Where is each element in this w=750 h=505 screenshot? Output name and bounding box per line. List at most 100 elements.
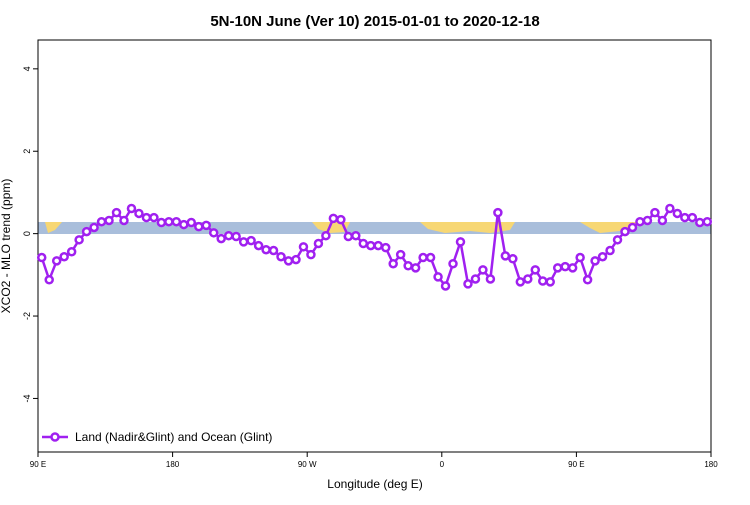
data-point — [201, 220, 211, 231]
data-point — [89, 222, 99, 233]
data-point — [702, 216, 713, 227]
data-point — [343, 231, 354, 242]
data-point — [650, 207, 660, 218]
data-point — [66, 247, 77, 257]
data-point — [425, 252, 436, 263]
data-point — [156, 217, 167, 228]
x-tick-label: 180 — [166, 460, 180, 469]
data-point — [418, 252, 428, 263]
data-point — [194, 221, 204, 232]
data-point — [59, 251, 69, 262]
y-tick-label: -2 — [22, 312, 32, 320]
data-point — [380, 242, 391, 253]
data-point — [590, 256, 600, 266]
data-point — [306, 249, 316, 260]
data-point — [246, 235, 256, 246]
data-point — [208, 228, 219, 238]
data-point — [313, 238, 324, 249]
data-point — [36, 252, 47, 263]
data-point — [500, 251, 511, 261]
data-point — [410, 263, 421, 273]
data-point — [373, 240, 383, 251]
data-point — [336, 214, 346, 225]
data-point — [575, 252, 585, 263]
y-tick-label: 2 — [22, 149, 32, 154]
y-tick-label: 4 — [22, 66, 32, 71]
data-point — [635, 216, 645, 227]
data-point — [612, 235, 623, 245]
data-point — [508, 254, 518, 264]
data-point — [605, 245, 615, 256]
data-point — [291, 254, 301, 265]
data-point — [351, 230, 361, 241]
data-point — [51, 256, 62, 266]
data-point — [403, 261, 413, 271]
data-point — [582, 275, 593, 285]
data-point — [141, 212, 152, 223]
data-point — [358, 238, 369, 249]
data-point — [216, 233, 226, 244]
y-tick-label: -4 — [22, 394, 32, 402]
chart-title: 5N-10N June (Ver 10) 2015-01-01 to 2020-… — [210, 13, 539, 30]
x-tick-label: 90 E — [30, 460, 46, 469]
data-point — [695, 217, 705, 228]
data-point — [126, 203, 137, 214]
plot-frame — [37, 39, 712, 453]
band-patch — [312, 222, 350, 233]
data-point — [485, 274, 496, 284]
data-point — [395, 249, 406, 260]
data-point — [478, 265, 488, 275]
data-point — [253, 240, 264, 251]
data-point — [552, 263, 563, 273]
x-axis-label: Longitude (deg E) — [327, 477, 422, 491]
data-point — [261, 244, 271, 255]
data-point — [171, 216, 182, 227]
data-point — [298, 242, 309, 252]
data-point — [627, 222, 638, 233]
data-point — [455, 237, 466, 247]
data-point — [149, 212, 159, 223]
data-point — [620, 226, 630, 237]
data-point — [186, 217, 197, 228]
data-point — [665, 203, 675, 214]
legend-marker — [50, 432, 60, 442]
data-point — [433, 272, 443, 282]
data-point — [111, 207, 122, 218]
y-axis-label: XCO2 - MLO trend (ppm) — [0, 179, 13, 314]
data-point — [321, 230, 331, 241]
data-point — [680, 212, 690, 223]
data-point — [231, 231, 241, 242]
data-point — [515, 277, 526, 287]
data-point — [470, 274, 481, 284]
data-point — [567, 263, 578, 273]
data-point — [687, 212, 698, 223]
band-patch — [45, 222, 62, 233]
data-point — [388, 258, 398, 269]
x-tick-label: 90 W — [298, 460, 317, 469]
data-point — [134, 208, 144, 219]
y-tick-label: 0 — [22, 231, 32, 236]
data-point — [440, 281, 451, 291]
data-point — [538, 276, 548, 286]
data-point — [463, 279, 473, 289]
data-point — [223, 230, 234, 241]
data-point — [642, 215, 653, 226]
data-point — [238, 237, 249, 247]
data-point — [448, 258, 458, 269]
data-point — [530, 265, 541, 275]
data-point — [119, 215, 129, 226]
data-point — [164, 216, 174, 227]
data-point — [366, 240, 376, 251]
x-tick-label: 180 — [704, 460, 718, 469]
data-point — [81, 226, 92, 237]
data-point — [493, 207, 503, 218]
x-tick-label: 0 — [440, 460, 445, 469]
data-point — [672, 208, 683, 219]
data-point — [44, 275, 54, 285]
data-point — [545, 277, 555, 287]
x-tick-label: 90 E — [568, 460, 584, 469]
data-point — [657, 215, 668, 226]
data-point — [104, 215, 114, 226]
data-point — [328, 213, 339, 224]
